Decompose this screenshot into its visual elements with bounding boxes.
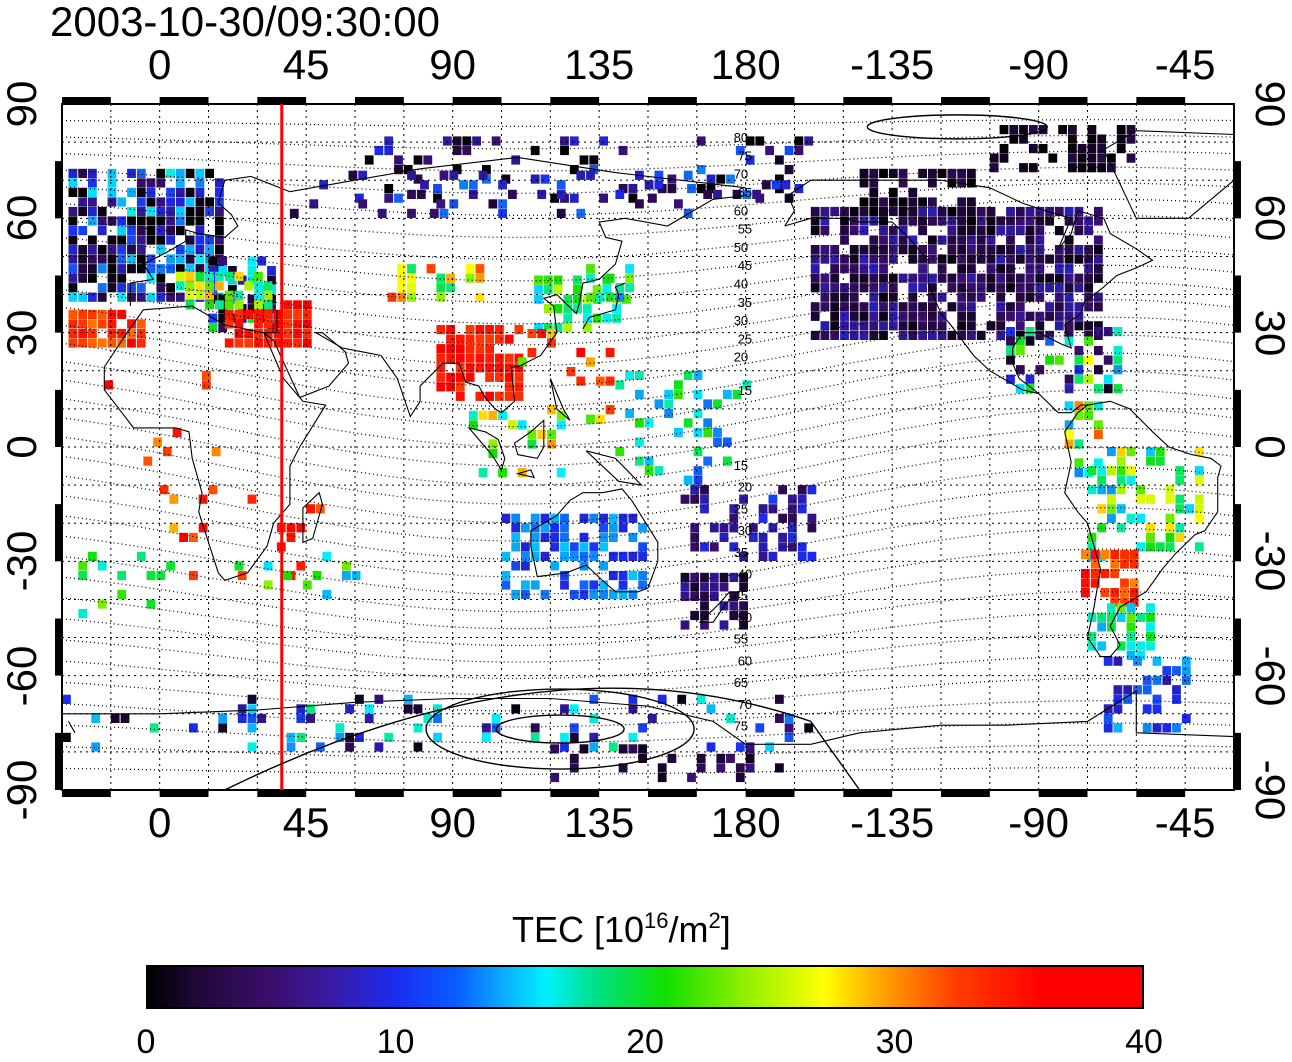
top-lon-label: 180 — [710, 41, 781, 88]
left-lat-label: -60 — [0, 645, 45, 707]
contour-label-north: 40 — [734, 277, 748, 292]
contour-label-north: 70 — [734, 167, 748, 182]
right-lat-label: -60 — [1247, 645, 1292, 707]
contour-label-north: 25 — [738, 331, 752, 346]
map-timestamp: 2003-10-30/09:30:00 — [50, 0, 440, 45]
contour-label-south: 25 — [734, 501, 748, 516]
top-lon-label: -135 — [850, 41, 935, 88]
contour-label-south: 60 — [738, 653, 752, 668]
contour-label-south: 45 — [734, 588, 748, 603]
bottom-lon-label: -90 — [1008, 799, 1070, 846]
contour-label-north: 65 — [738, 185, 752, 200]
top-lon-label: 90 — [429, 41, 477, 88]
right-lat-label: 90 — [1247, 80, 1292, 128]
contour-label-south: 65 — [734, 675, 748, 690]
colorbar — [146, 965, 1144, 1009]
top-lon-label: -45 — [1154, 41, 1216, 88]
bottom-lon-label: 90 — [429, 799, 477, 846]
left-lat-label: -90 — [0, 759, 45, 821]
bottom-lon-label: 135 — [564, 799, 635, 846]
contour-label-north: 55 — [738, 222, 752, 237]
left-lat-label: 0 — [0, 435, 45, 459]
contour-label-north: 45 — [738, 258, 752, 273]
colorbar-tick-label: 0 — [136, 1023, 156, 1061]
contour-label-north: 15 — [738, 383, 752, 398]
right-lat-label: 0 — [1247, 435, 1292, 459]
right-lat-label: -30 — [1247, 530, 1292, 592]
colorbar-title: TEC [1016/m2] — [512, 908, 731, 950]
contour-label-north: 75 — [738, 148, 752, 163]
contour-label-south: 30 — [738, 523, 752, 538]
right-lat-label: 60 — [1247, 194, 1292, 242]
top-lon-label: 135 — [564, 41, 635, 88]
colorbar-tick-label: 20 — [626, 1023, 664, 1061]
left-lat-label: 90 — [0, 80, 45, 128]
right-lat-label: -90 — [1247, 759, 1292, 821]
tec-map: 80 75 70 65 60 55 50 45 40 35 30 25 20 15 15 20 25 30 35 40… — [55, 97, 1241, 797]
contour-label-north: 30 — [734, 313, 748, 328]
contour-label-north: 80 — [734, 130, 748, 145]
colorbar-tick-label: 10 — [376, 1023, 415, 1061]
bottom-lon-label: -45 — [1154, 799, 1216, 846]
contour-label-north: 50 — [734, 240, 748, 255]
contour-label-south: 35 — [734, 545, 748, 560]
contour-label-south: 75 — [734, 719, 748, 734]
left-lat-label: 30 — [0, 309, 45, 357]
left-lat-label: -30 — [0, 530, 45, 592]
contour-label-south: 15 — [734, 458, 748, 473]
bottom-lon-label: 180 — [710, 799, 781, 846]
contour-label-south: 40 — [738, 567, 752, 582]
contour-label-south: 50 — [738, 610, 752, 625]
contour-label-north: 35 — [738, 295, 752, 310]
contour-label-north: 60 — [734, 203, 748, 218]
contour-label-south: 20 — [738, 480, 752, 495]
top-lon-label: -90 — [1008, 41, 1070, 88]
top-lon-label: 45 — [282, 41, 330, 88]
bottom-lon-label: 45 — [282, 799, 330, 846]
bottom-lon-label: -135 — [850, 799, 935, 846]
bottom-lon-label: 0 — [147, 799, 172, 846]
top-lon-label: 0 — [147, 41, 172, 88]
right-lat-label: 30 — [1247, 309, 1292, 357]
contour-label-south: 70 — [738, 697, 752, 712]
contour-label-south: 55 — [734, 632, 748, 647]
left-lat-label: 60 — [0, 194, 45, 242]
contour-label-north: 20 — [734, 350, 748, 365]
colorbar-tick-label: 40 — [1125, 1023, 1163, 1061]
colorbar-tick-label: 30 — [875, 1023, 914, 1061]
